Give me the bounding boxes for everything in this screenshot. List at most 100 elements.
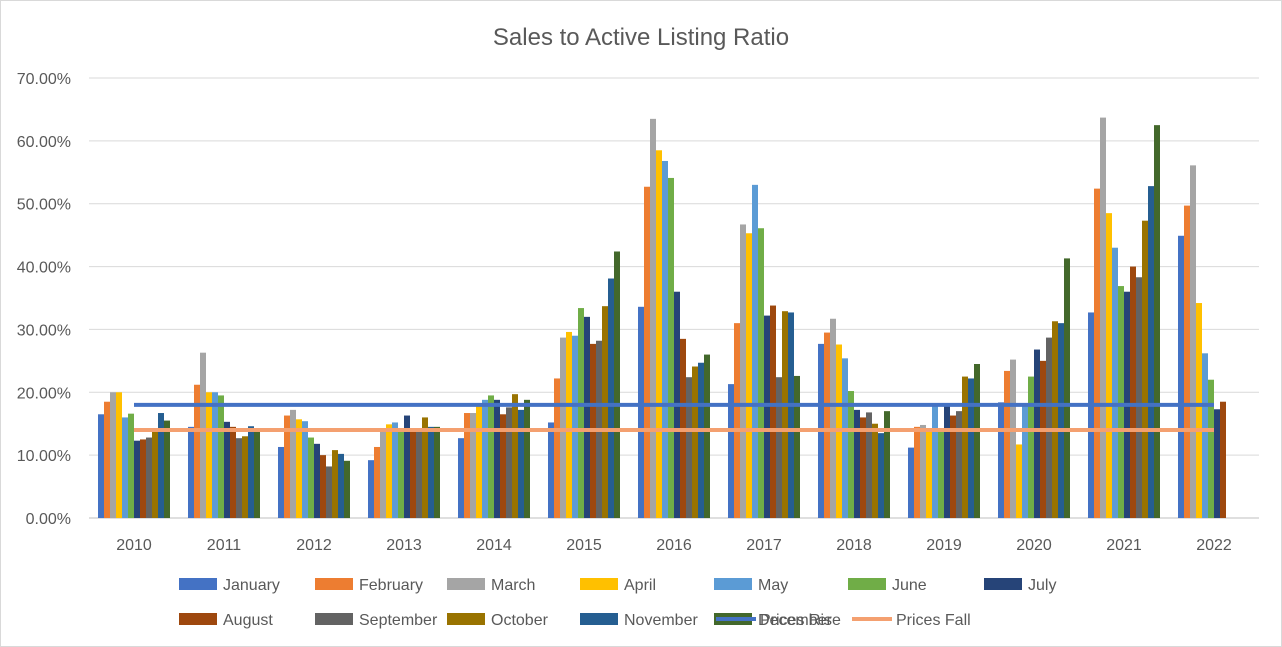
bar (1154, 125, 1160, 519)
bar (944, 406, 950, 518)
bar (848, 391, 854, 518)
bar (962, 376, 968, 518)
bar (326, 466, 332, 518)
bar (374, 446, 380, 518)
legend-label: June (892, 577, 927, 594)
bar (242, 436, 248, 518)
bar (914, 426, 920, 518)
bar (134, 440, 140, 518)
bar (608, 278, 614, 518)
bar (140, 439, 146, 518)
bar (512, 394, 518, 518)
bar (302, 421, 308, 518)
bar (926, 428, 932, 518)
bar (470, 413, 476, 518)
bar (224, 421, 230, 518)
bar (842, 358, 848, 518)
bar (212, 392, 218, 518)
bar (770, 305, 776, 518)
legend-label: November (624, 612, 698, 629)
bar (1112, 247, 1118, 518)
bar (566, 331, 572, 518)
legend-label: April (624, 577, 656, 594)
bar (998, 402, 1004, 518)
bar (152, 430, 158, 518)
bar (554, 378, 560, 518)
bar (1208, 379, 1214, 518)
bar (884, 411, 890, 518)
bar (398, 428, 404, 518)
bar (122, 417, 128, 518)
bar (320, 455, 326, 518)
bar (188, 426, 194, 518)
bar (110, 392, 116, 518)
y-tick-label: 70.00% (17, 71, 71, 88)
legend-label: August (223, 612, 273, 629)
bar (578, 308, 584, 518)
bar (548, 422, 554, 518)
bar (788, 312, 794, 518)
bar (614, 251, 620, 518)
bar (752, 184, 758, 518)
y-tick-label: 20.00% (17, 385, 71, 402)
bar (644, 186, 650, 518)
bar (428, 426, 434, 518)
bar (734, 323, 740, 518)
bar (1130, 266, 1136, 518)
legend-label: October (491, 612, 549, 629)
bar (1178, 235, 1184, 518)
bar (1220, 401, 1226, 518)
x-tick-label: 2011 (207, 537, 242, 554)
x-tick-label: 2021 (1106, 537, 1142, 554)
bar (560, 337, 566, 518)
bar (1202, 353, 1208, 518)
bar (368, 460, 374, 518)
bar (1142, 220, 1148, 518)
bar (482, 399, 488, 518)
bar (728, 384, 734, 518)
bar (866, 412, 872, 518)
bar (692, 366, 698, 518)
bar (296, 419, 302, 518)
legend-label: September (359, 612, 438, 629)
bar (200, 352, 206, 518)
bar (956, 411, 962, 518)
bar (344, 460, 350, 518)
legend-swatch (714, 578, 752, 590)
legend-swatch (447, 578, 485, 590)
x-tick-label: 2017 (746, 537, 782, 554)
x-tick-label: 2010 (116, 537, 152, 554)
bar (1106, 213, 1112, 518)
bar (386, 424, 392, 518)
bar (290, 409, 296, 518)
bar (824, 332, 830, 518)
bar (764, 315, 770, 518)
bar (932, 404, 938, 518)
x-tick-label: 2018 (836, 537, 872, 554)
bar (230, 426, 236, 518)
bar (938, 428, 944, 518)
y-tick-label: 0.00% (26, 511, 71, 528)
bar (494, 399, 500, 518)
bar (98, 414, 104, 518)
bar (500, 414, 506, 518)
bar (158, 413, 164, 518)
bar (164, 420, 170, 518)
bar (380, 428, 386, 518)
bar (278, 446, 284, 518)
bar (602, 306, 608, 518)
x-tick-label: 2019 (926, 537, 962, 554)
bar (1016, 444, 1022, 518)
bar (284, 415, 290, 518)
bar (704, 354, 710, 518)
bar (488, 395, 494, 518)
bar (878, 433, 884, 518)
bar (1190, 165, 1196, 518)
y-tick-label: 40.00% (17, 260, 71, 277)
bar (128, 413, 134, 518)
bar (662, 160, 668, 518)
x-tick-label: 2015 (566, 537, 602, 554)
legend-swatch (179, 613, 217, 625)
bar (794, 375, 800, 518)
